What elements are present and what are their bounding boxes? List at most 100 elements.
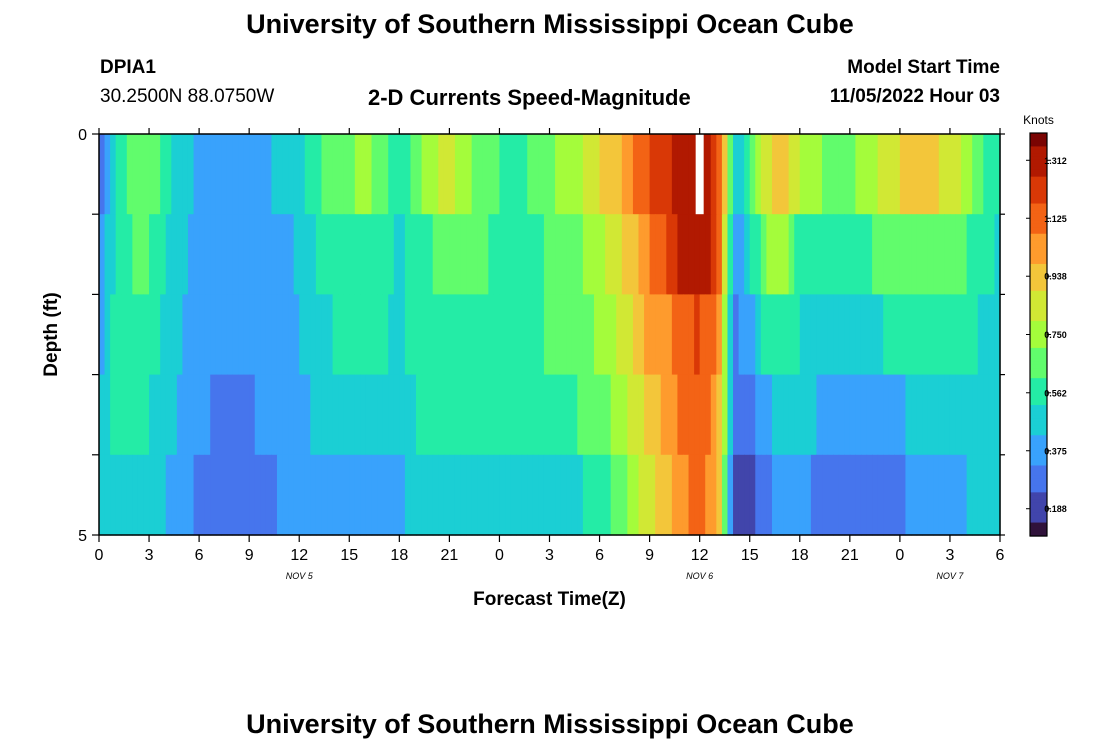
heatmap-cell <box>460 214 467 295</box>
heatmap-cell <box>382 214 389 295</box>
colorbar-segment <box>1030 391 1047 396</box>
heatmap-cell <box>988 294 996 376</box>
heatmap-cell <box>560 294 567 376</box>
heatmap-cell <box>388 454 395 536</box>
heatmap-cell <box>877 454 884 536</box>
heatmap-cell <box>694 214 701 295</box>
heatmap-cell <box>104 374 111 456</box>
heatmap-cell <box>794 214 801 295</box>
heatmap-cell <box>666 214 673 295</box>
heatmap-cell <box>288 134 295 215</box>
colorbar-segment <box>1030 455 1047 460</box>
heatmap-cell <box>599 214 606 295</box>
heatmap-cell <box>966 294 973 376</box>
heatmap-cell <box>321 134 328 215</box>
colorbar-segment <box>1030 364 1047 369</box>
heatmap-cell <box>121 134 128 215</box>
heatmap-cell <box>143 294 150 376</box>
heatmap-cell <box>822 374 829 456</box>
heatmap-cell <box>560 454 567 536</box>
colorbar-label: Knots <box>1023 113 1054 127</box>
heatmap-cell <box>644 134 651 215</box>
heatmap-cell <box>160 294 167 376</box>
heatmap-cell <box>543 294 551 376</box>
heatmap-cell <box>243 134 250 215</box>
heatmap-cell <box>660 294 667 376</box>
colorbar-segment <box>1030 133 1047 137</box>
heatmap-cell <box>304 374 311 456</box>
colorbar-segment <box>1030 388 1047 393</box>
colorbar-segment <box>1030 206 1047 211</box>
heatmap-cell <box>777 294 784 376</box>
heatmap-cell <box>877 134 884 215</box>
x-axis: 0 3 6 9 12 15 18 21 0 3 6 9 12 15 18 21 0 3 6 NOV 5 NOV 6 NOV… <box>95 128 1005 581</box>
heatmap-cell <box>927 454 934 536</box>
heatmap-cell <box>866 294 873 376</box>
heatmap-cell <box>666 454 673 536</box>
heatmap-cell <box>121 374 128 456</box>
heatmap-cell <box>271 294 278 376</box>
heatmap-cell <box>516 214 523 295</box>
model-start-label: Model Start Time <box>847 57 1000 78</box>
heatmap-cell <box>610 374 617 456</box>
heatmap-cell <box>777 214 784 295</box>
heatmap-cell <box>627 374 634 456</box>
heatmap-cell <box>176 214 184 295</box>
colorbar-segment <box>1030 159 1047 164</box>
colorbar-segment <box>1030 210 1047 215</box>
heatmap-cell <box>905 134 912 215</box>
heatmap-cell <box>543 374 551 456</box>
colorbar-segment <box>1030 327 1047 332</box>
heatmap-cell <box>482 374 489 456</box>
colorbar-segment <box>1030 284 1047 289</box>
heatmap-cell <box>944 454 951 536</box>
x-tick-label: 21 <box>440 547 458 564</box>
colorbar-segment <box>1030 270 1047 275</box>
heatmap-cell <box>827 454 834 536</box>
x-tick-label: 9 <box>245 547 254 564</box>
heatmap-cell <box>482 454 489 536</box>
colorbar-segment <box>1030 180 1047 184</box>
heatmap-cell <box>733 134 740 215</box>
colorbar-segment <box>1030 213 1047 218</box>
heatmap-cell <box>388 134 395 215</box>
heatmap-cell <box>810 454 818 536</box>
heatmap-cell <box>293 454 300 536</box>
heatmap-cell <box>377 214 384 295</box>
heatmap-cell <box>416 454 423 536</box>
heatmap-cell <box>310 374 317 456</box>
heatmap-cell <box>610 134 617 215</box>
heatmap-cell <box>132 134 139 215</box>
heatmap-cell <box>126 374 133 456</box>
heatmap-cell <box>938 214 945 295</box>
heatmap-cell <box>716 134 723 215</box>
heatmap-cell <box>449 294 456 376</box>
heatmap-cell <box>466 454 473 536</box>
colorbar-segment <box>1030 317 1047 322</box>
heatmap-cell <box>721 454 729 536</box>
heatmap-cell <box>827 294 834 376</box>
heatmap-cell <box>199 134 206 215</box>
heatmap-cell <box>922 374 929 456</box>
heatmap-cell <box>471 214 478 295</box>
heatmap-cell <box>549 214 556 295</box>
heatmap-cell <box>532 454 539 536</box>
heatmap-cell <box>755 454 762 536</box>
heatmap-cell <box>649 294 656 376</box>
heatmap-cell <box>254 134 261 215</box>
heatmap-cell <box>265 294 273 376</box>
heatmap-cell <box>104 214 111 295</box>
heatmap-cell <box>365 294 373 376</box>
heatmap-cell <box>610 214 617 295</box>
heatmap-cell <box>721 134 729 215</box>
heatmap-cell <box>154 134 161 215</box>
heatmap-cell <box>571 294 578 376</box>
heatmap-cell <box>966 374 973 456</box>
heatmap-cell <box>488 294 495 376</box>
colorbar-segment <box>1030 156 1047 161</box>
heatmap-cell <box>332 454 339 536</box>
heatmap-cell <box>733 214 740 295</box>
heatmap-cell <box>488 454 495 536</box>
heatmap-cell <box>849 214 856 295</box>
